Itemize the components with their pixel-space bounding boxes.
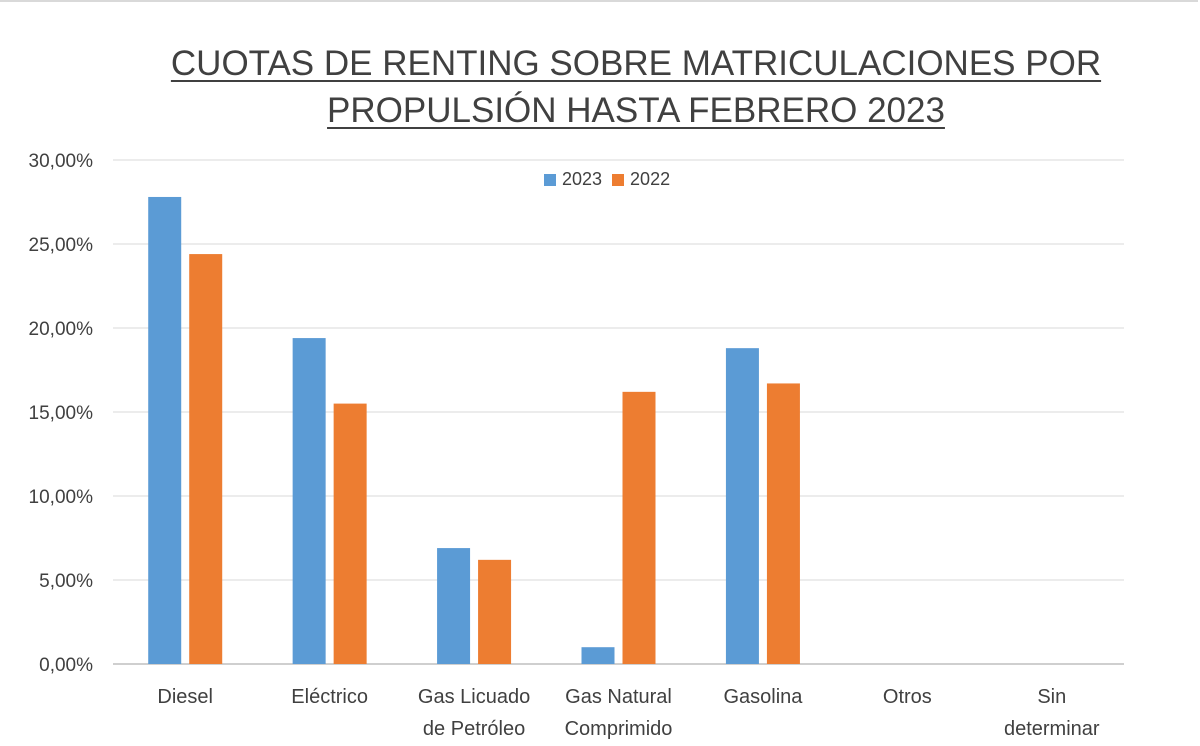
bar-2022 xyxy=(766,383,800,664)
legend-swatch-2022 xyxy=(612,173,625,186)
bar-2022 xyxy=(478,559,512,664)
y-tick-label: 15,00% xyxy=(29,403,94,424)
bar-2023 xyxy=(725,348,759,664)
y-tick-label: 25,00% xyxy=(29,235,94,256)
chart-title-line-1: CUOTAS DE RENTING SOBRE MATRICULACIONES … xyxy=(170,44,1102,83)
x-tick-label: Eléctrico xyxy=(291,686,368,708)
x-tick-label: Sin xyxy=(1037,686,1066,708)
legend-item-2022: 2022 xyxy=(612,169,670,190)
x-tick-label: Gas Licuado xyxy=(418,686,530,708)
legend-item-2023: 2023 xyxy=(544,169,602,190)
bar-2023 xyxy=(148,196,182,664)
x-tick-label: Gas Natural xyxy=(565,686,672,708)
x-tick-label: de Petróleo xyxy=(423,718,525,740)
x-tick-label: Otros xyxy=(883,686,932,708)
y-tick-label: 20,00% xyxy=(29,319,94,340)
x-tick-label: Gasolina xyxy=(723,686,803,708)
bar-2023 xyxy=(437,548,471,664)
x-tick-label: Comprimido xyxy=(565,718,673,740)
x-tick-label: determinar xyxy=(1004,718,1100,740)
bar-2022 xyxy=(333,403,367,664)
x-tick-label: Diesel xyxy=(157,686,213,708)
y-tick-label: 10,00% xyxy=(29,487,94,508)
y-tick-label: 0,00% xyxy=(39,655,93,676)
chart-title-line-2: PROPULSIÓN HASTA FEBRERO 2023 xyxy=(327,91,945,130)
bar-2023 xyxy=(292,338,326,664)
bar-2022 xyxy=(622,391,656,664)
y-tick-label: 5,00% xyxy=(39,571,93,592)
legend: 2023 2022 xyxy=(544,169,670,190)
y-tick-label: 30,00% xyxy=(29,151,94,172)
legend-label-2022: 2022 xyxy=(630,169,671,189)
bar-2022 xyxy=(189,254,223,664)
chart-title: CUOTAS DE RENTING SOBRE MATRICULACIONES … xyxy=(0,40,1200,134)
bar-2023 xyxy=(581,647,615,664)
legend-swatch-2023 xyxy=(544,173,556,186)
legend-label-2023: 2023 xyxy=(562,169,603,189)
